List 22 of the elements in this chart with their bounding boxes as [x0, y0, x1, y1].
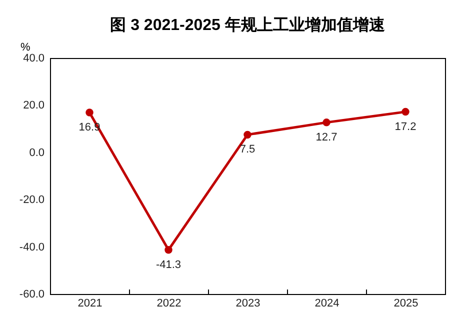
- x-tick-label: 2021: [78, 298, 102, 310]
- x-tick-label: 2024: [314, 298, 340, 310]
- data-label: 17.2: [394, 120, 416, 133]
- y-axis-title: %: [20, 42, 30, 54]
- y-tick-label: 0.0: [29, 146, 44, 159]
- y-tick-label: 40.0: [23, 52, 44, 64]
- point: [244, 130, 252, 139]
- data-label: -41.3: [156, 258, 182, 271]
- point: [86, 108, 94, 116]
- y-tick-label: 20.0: [23, 100, 44, 112]
- x-tick-label: 2023: [236, 298, 260, 310]
- y-tick-label: -60.0: [19, 288, 44, 300]
- point: [164, 246, 172, 254]
- x-tick-label: 2022: [156, 298, 182, 310]
- chart-title: 图 3 2021-2025 年规上工业增加值增速: [110, 16, 386, 34]
- data-label: 12.7: [316, 131, 338, 144]
- x-tick-label: 2025: [394, 298, 418, 310]
- y-tick-label: -20.0: [19, 194, 44, 206]
- point: [322, 118, 330, 126]
- data-label: 7.5: [240, 144, 256, 156]
- y-tick-label: -40.0: [19, 241, 44, 254]
- point: [402, 108, 410, 116]
